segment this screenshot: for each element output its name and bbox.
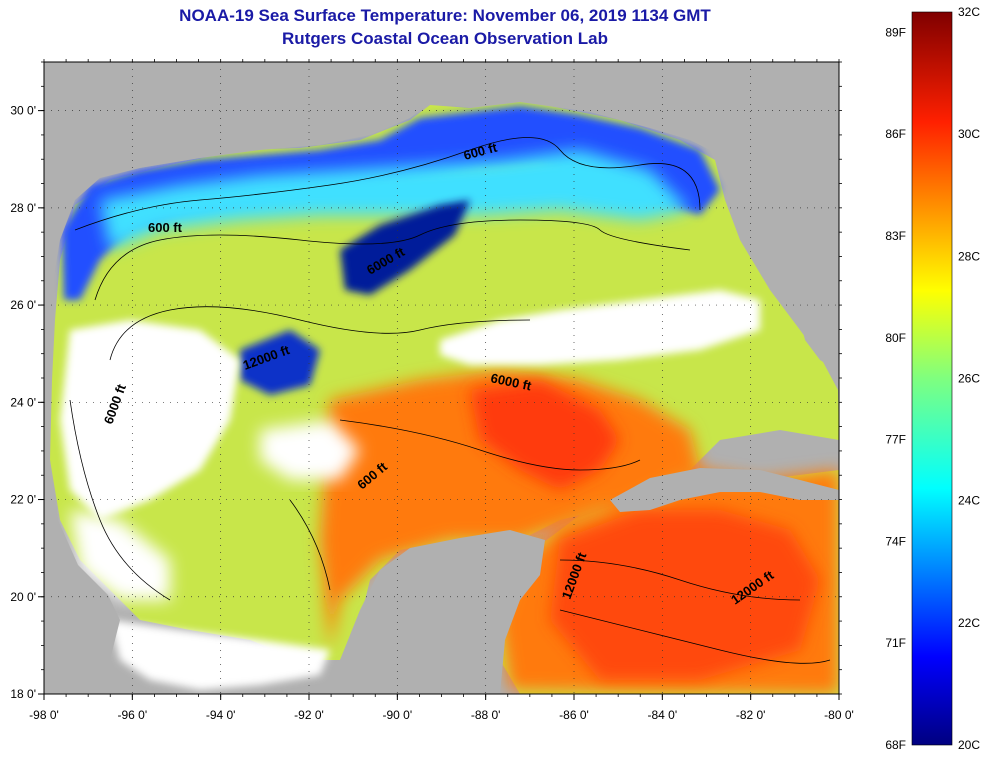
lon-tick-label: -90 0' — [383, 708, 413, 722]
us-gulf-coast — [44, 62, 715, 300]
dark-cool-streak — [340, 200, 470, 295]
cloud-central — [440, 290, 760, 365]
graticule — [44, 62, 839, 694]
florida-peninsula — [690, 62, 839, 372]
cloud-southwest — [70, 510, 170, 600]
contour-label: 600 ft — [148, 220, 183, 235]
lon-tick-label: -96 0' — [118, 708, 148, 722]
map-subtitle: Rutgers Coastal Ocean Observation Lab — [282, 29, 608, 48]
colorbar-f-label: 80F — [885, 331, 906, 345]
colorbar-f-label: 74F — [885, 534, 906, 548]
colorbar-c-label: 24C — [958, 494, 980, 508]
colorbar-c-label: 28C — [958, 249, 980, 263]
lat-tick-label: 24 0' — [10, 395, 36, 409]
yucatan-peninsula — [330, 530, 545, 694]
colorbar-f-label: 83F — [885, 229, 906, 243]
lon-tick-label: -84 0' — [648, 708, 678, 722]
cloud-bay-of-campeche — [110, 620, 330, 690]
cloud-mid — [260, 420, 360, 480]
lat-tick-label: 22 0' — [10, 493, 36, 507]
colorbar-c-label: 22C — [958, 616, 980, 630]
colorbar-f-label: 77F — [885, 433, 906, 447]
lon-tick-label: -94 0' — [206, 708, 236, 722]
colorbar-c-label: 26C — [958, 372, 980, 386]
lon-tick-label: -80 0' — [824, 708, 854, 722]
hot-water-south — [550, 510, 820, 680]
colorbar-f-label: 68F — [885, 738, 906, 752]
colorbar-f-label: 71F — [885, 636, 906, 650]
lat-tick-label: 18 0' — [10, 687, 36, 701]
hot-water-core — [470, 380, 620, 490]
lon-tick-label: -82 0' — [736, 708, 766, 722]
lon-tick-label: -98 0' — [29, 708, 59, 722]
lat-tick-label: 28 0' — [10, 201, 36, 215]
bathymetry-contours — [69, 137, 831, 664]
cyan-shelf-water — [100, 150, 690, 250]
lat-tick-label: 30 0' — [10, 104, 36, 118]
lon-tick-label: -86 0' — [559, 708, 589, 722]
colorbar-c-label: 30C — [958, 127, 980, 141]
colorbar-f-label: 86F — [885, 127, 906, 141]
temperature-colorbar — [911, 11, 953, 746]
colorbar-c-label: 32C — [958, 5, 980, 19]
lon-tick-label: -88 0' — [471, 708, 501, 722]
latitude-ticks: 18 0' 20 0' 22 0' 24 0' 26 0' 28 0' 30 0' — [10, 61, 842, 701]
lat-tick-label: 26 0' — [10, 298, 36, 312]
colorbar-c-label: 20C — [958, 738, 980, 752]
colorbar-celsius-labels: 32C 30C 28C 26C 24C 22C 20C — [958, 5, 980, 752]
colorbar-f-label: 89F — [885, 25, 906, 39]
mexico-coast — [44, 300, 120, 694]
colorbar-fahrenheit-labels: 89F 86F 83F 80F 77F 74F 71F 68F — [885, 25, 906, 752]
map-title: NOAA-19 Sea Surface Temperature: Novembe… — [179, 6, 711, 25]
cloud-west — [60, 320, 240, 520]
lat-tick-label: 20 0' — [10, 590, 36, 604]
longitude-ticks: -98 0' -96 0' -94 0' -92 0' -90 0' -88 0' -86 … — [29, 59, 854, 722]
cuba — [610, 468, 839, 512]
lon-tick-label: -92 0' — [294, 708, 324, 722]
dark-cool-streak-2 — [240, 330, 320, 395]
